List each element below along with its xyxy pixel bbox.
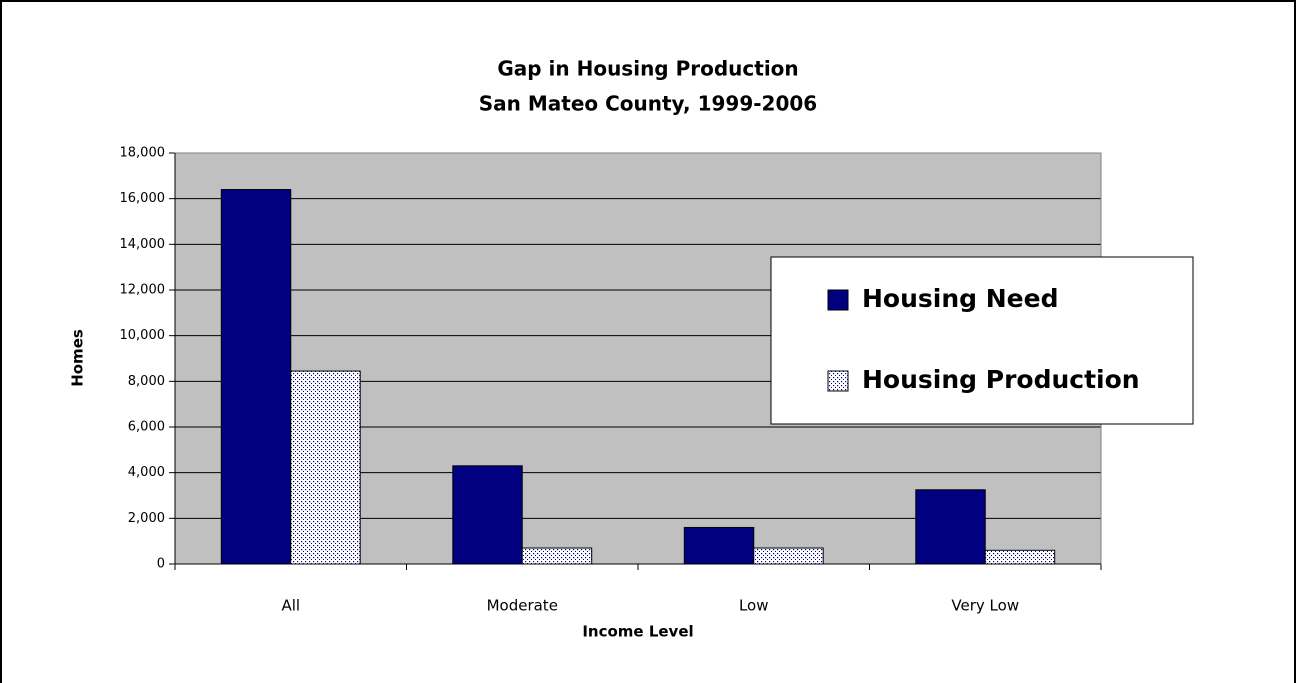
chart-subtitle: San Mateo County, 1999-2006 [479, 92, 817, 116]
x-tick-label: Very Low [951, 597, 1019, 615]
legend-swatch [827, 289, 849, 311]
bar [683, 526, 755, 565]
legend-box [770, 256, 1194, 425]
x-tick-label: Low [739, 597, 769, 615]
y-axis-label: Homes [69, 329, 87, 387]
bar [984, 549, 1056, 565]
bar [915, 489, 986, 565]
y-tick-label: 12,000 [120, 283, 166, 298]
bar [753, 547, 824, 565]
legend-swatch [827, 370, 849, 392]
y-tick-label: 16,000 [120, 191, 166, 206]
y-tick-label: 18,000 [120, 146, 166, 161]
x-axis-label: Income Level [582, 623, 693, 641]
x-tick-label: All [281, 597, 300, 615]
legend-label: Housing Need [862, 284, 1058, 313]
legend: Housing Need Housing Production [770, 256, 1194, 425]
y-tick-label: 6,000 [128, 420, 165, 435]
bar [290, 370, 361, 565]
y-tick-label: 14,000 [120, 237, 166, 252]
x-tick-label: Moderate [487, 597, 558, 615]
bar [521, 547, 593, 565]
y-tick-label: 10,000 [120, 328, 166, 343]
bar [452, 465, 523, 565]
y-tick-label: 8,000 [128, 374, 165, 389]
y-tick-label: 0 [157, 557, 165, 572]
chart-title: Gap in Housing Production [497, 57, 798, 81]
y-tick-label: 2,000 [128, 511, 165, 526]
bar [220, 189, 292, 565]
y-tick-label: 4,000 [128, 465, 165, 480]
legend-label: Housing Production [862, 365, 1140, 394]
